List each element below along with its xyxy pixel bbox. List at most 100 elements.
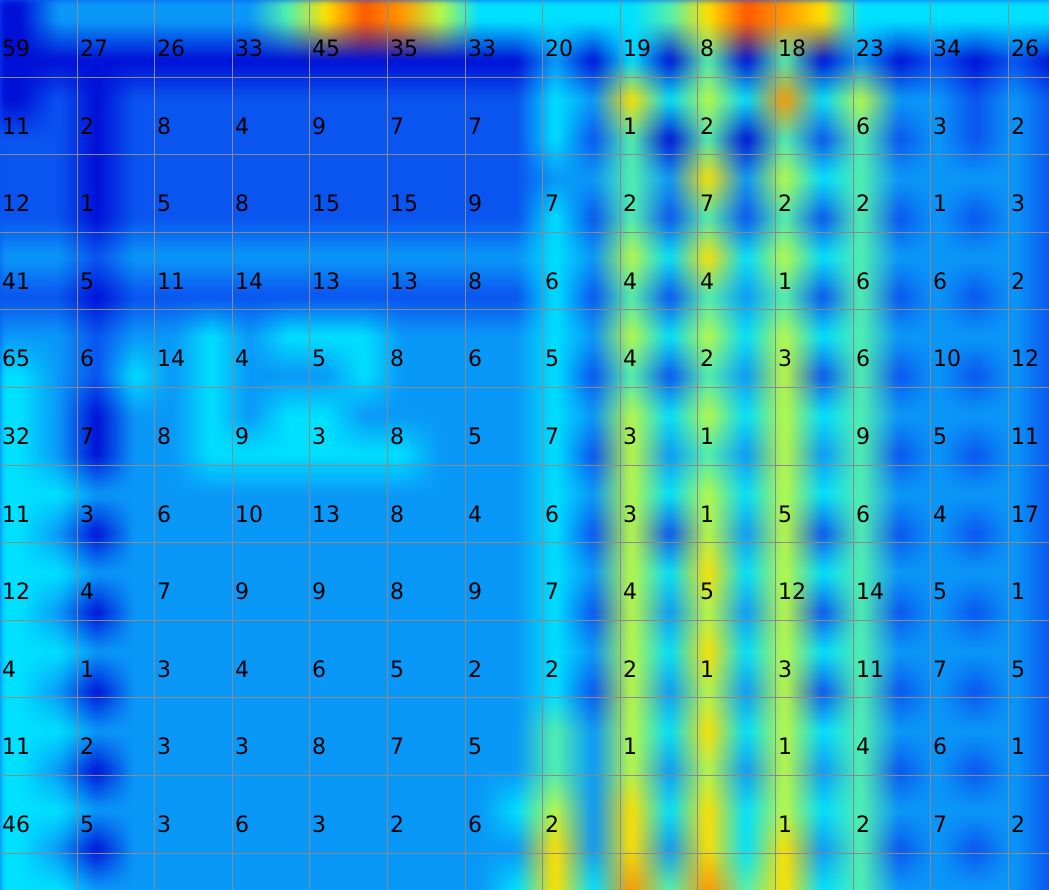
cell-value-label: 9 [235, 580, 249, 605]
cell-value-label: 4 [856, 735, 870, 760]
cell-value-label: 8 [468, 270, 482, 295]
cell-value-label: 6 [545, 270, 559, 295]
cell-value-label: 6 [468, 813, 482, 838]
cell-value-label: 15 [312, 192, 340, 217]
cell-value-label: 4 [235, 347, 249, 372]
cell-value-label: 13 [390, 270, 418, 295]
cell-value-label: 7 [933, 658, 947, 683]
cell-value-label: 5 [157, 192, 171, 217]
cell-value-label: 6 [545, 503, 559, 528]
cell-value-label: 7 [933, 813, 947, 838]
cell-value-label: 2 [700, 347, 714, 372]
cell-value-label: 7 [157, 580, 171, 605]
cell-value-label: 6 [856, 115, 870, 140]
cell-value-label: 6 [856, 347, 870, 372]
cell-value-label: 11 [856, 658, 884, 683]
cell-value-label: 12 [778, 580, 806, 605]
cell-value-label: 14 [235, 270, 263, 295]
cell-value-label: 33 [468, 37, 496, 62]
cell-value-label: 1 [778, 270, 792, 295]
cell-value-label: 3 [157, 735, 171, 760]
cell-value-label: 45 [312, 37, 340, 62]
cell-value-label: 6 [235, 813, 249, 838]
cell-value-label: 5 [545, 347, 559, 372]
cell-value-label: 1 [80, 192, 94, 217]
cell-value-label: 12 [2, 192, 30, 217]
cell-value-label: 1 [700, 425, 714, 450]
cell-value-label: 8 [390, 425, 404, 450]
cell-value-label: 1 [623, 735, 637, 760]
cell-value-label: 32 [2, 425, 30, 450]
cell-value-label: 4 [623, 347, 637, 372]
cell-value-label: 3 [157, 813, 171, 838]
cell-value-label: 8 [390, 503, 404, 528]
cell-value-label: 1 [623, 115, 637, 140]
cell-value-label: 5 [468, 735, 482, 760]
cell-value-label: 1 [778, 813, 792, 838]
cell-value-label: 2 [1011, 813, 1025, 838]
cell-value-label: 14 [157, 347, 185, 372]
cell-value-label: 59 [2, 37, 30, 62]
cell-value-label: 11 [2, 115, 30, 140]
cell-value-label: 8 [312, 735, 326, 760]
cell-value-label: 3 [623, 503, 637, 528]
cell-value-label: 2 [856, 813, 870, 838]
cell-value-label: 33 [235, 37, 263, 62]
cell-value-label: 2 [390, 813, 404, 838]
cell-value-label: 8 [235, 192, 249, 217]
cell-value-label: 1 [700, 658, 714, 683]
cell-value-label: 34 [933, 37, 961, 62]
cell-value-label: 9 [856, 425, 870, 450]
cell-value-label: 20 [545, 37, 573, 62]
cell-value-label: 6 [933, 735, 947, 760]
cell-value-label: 4 [2, 658, 16, 683]
cell-value-label: 5 [1011, 658, 1025, 683]
cell-value-label: 3 [1011, 192, 1025, 217]
cell-value-label: 1 [778, 735, 792, 760]
cell-value-label: 23 [856, 37, 884, 62]
cell-value-label: 7 [545, 580, 559, 605]
cell-value-label: 19 [623, 37, 651, 62]
cell-value-label: 4 [623, 270, 637, 295]
cell-value-label: 65 [2, 347, 30, 372]
cell-value-label: 2 [1011, 270, 1025, 295]
cell-value-label: 6 [80, 347, 94, 372]
cell-value-label: 2 [700, 115, 714, 140]
cell-value-label: 11 [2, 735, 30, 760]
cell-value-label: 9 [468, 580, 482, 605]
cell-value-label: 7 [545, 425, 559, 450]
cell-value-label: 1 [700, 503, 714, 528]
cell-value-label: 5 [468, 425, 482, 450]
cell-value-label: 8 [157, 425, 171, 450]
cell-value-label: 9 [235, 425, 249, 450]
cell-value-label: 2 [80, 115, 94, 140]
cell-value-label: 4 [468, 503, 482, 528]
cell-value-label: 6 [157, 503, 171, 528]
cell-value-label: 11 [1011, 425, 1039, 450]
cell-value-label: 2 [856, 192, 870, 217]
cell-value-label: 6 [933, 270, 947, 295]
cell-value-label: 2 [545, 658, 559, 683]
cell-value-label: 3 [312, 425, 326, 450]
cell-value-label: 4 [623, 580, 637, 605]
cell-value-label: 2 [545, 813, 559, 838]
cell-value-label: 3 [157, 658, 171, 683]
cell-value-label: 10 [933, 347, 961, 372]
cell-value-label: 7 [390, 735, 404, 760]
cell-value-label: 9 [312, 115, 326, 140]
cell-value-label: 5 [312, 347, 326, 372]
cell-value-label: 5 [933, 425, 947, 450]
cell-value-label: 6 [312, 658, 326, 683]
cell-value-label: 10 [235, 503, 263, 528]
cell-value-label: 2 [623, 192, 637, 217]
cell-value-label: 1 [1011, 580, 1025, 605]
cell-value-label: 7 [390, 115, 404, 140]
cell-value-label: 13 [312, 503, 340, 528]
cell-value-label: 6 [856, 270, 870, 295]
cell-value-label: 12 [2, 580, 30, 605]
cell-value-label: 9 [312, 580, 326, 605]
cell-value-label: 8 [157, 115, 171, 140]
cell-value-label: 5 [778, 503, 792, 528]
